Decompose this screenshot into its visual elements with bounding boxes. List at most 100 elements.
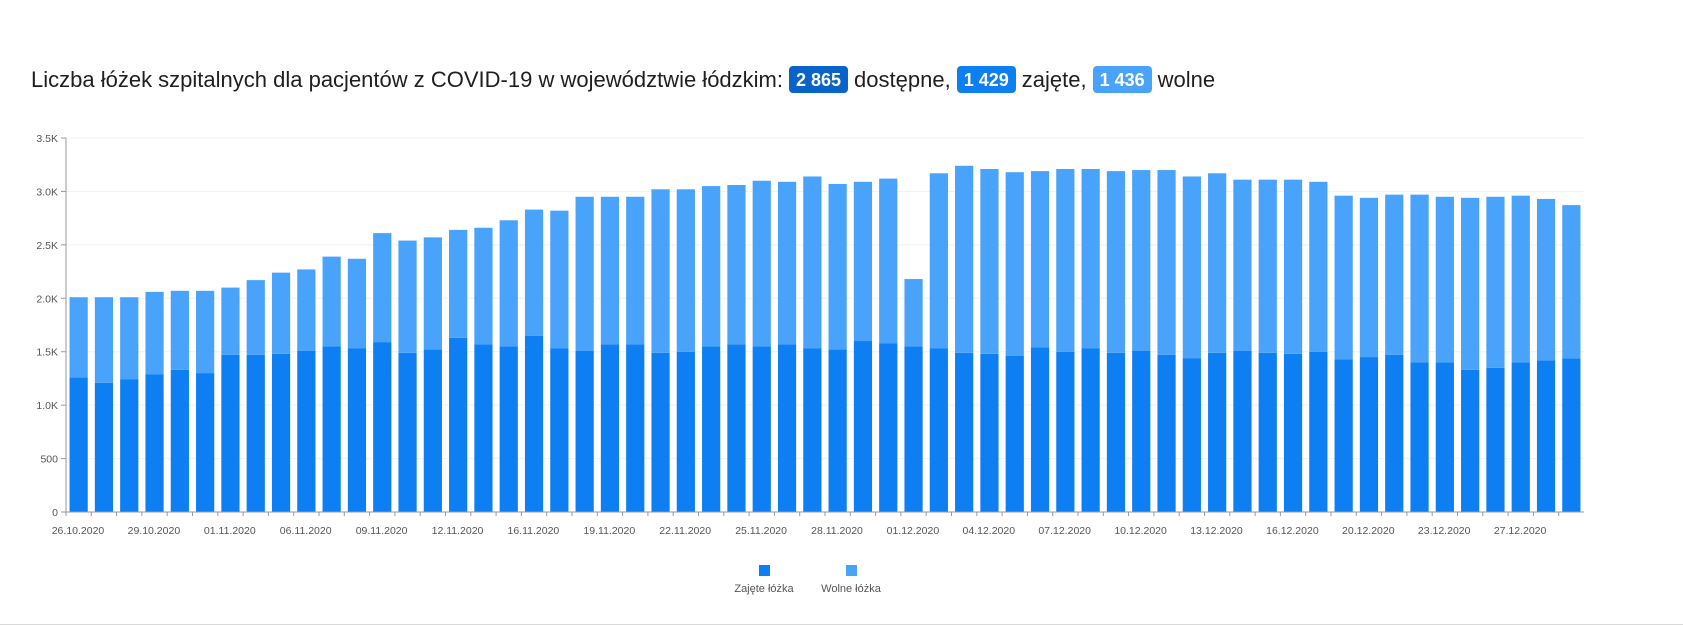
x-tick-label: 25.11.2020 <box>735 525 787 537</box>
bar-occupied <box>221 354 240 512</box>
bar-free <box>499 220 518 347</box>
bar-free <box>449 229 468 338</box>
bar-free <box>651 189 670 353</box>
y-tick-label: 3.5K <box>36 133 58 145</box>
bar-occupied <box>752 346 771 512</box>
bar-occupied <box>1283 353 1303 512</box>
bar-occupied <box>1208 352 1227 512</box>
bar-occupied <box>702 346 721 512</box>
bar-occupied <box>1233 350 1252 512</box>
bar-occupied <box>550 348 569 512</box>
bar-occupied <box>69 377 88 512</box>
bar-free <box>929 173 948 349</box>
x-tick-label: 10.12.2020 <box>1114 525 1167 537</box>
bar-free <box>879 178 898 344</box>
bar-occupied <box>1536 360 1556 512</box>
bar-free <box>297 269 316 351</box>
x-tick-label: 28.11.2020 <box>811 525 863 537</box>
bar-free <box>853 181 873 342</box>
bar-free <box>1208 173 1227 353</box>
legend-label-free: Wolne łóżka <box>821 583 881 595</box>
bar-free <box>980 168 999 354</box>
bar-occupied <box>297 350 316 512</box>
x-tick-label: 07.12.2020 <box>1038 525 1091 537</box>
page-divider <box>0 624 1683 625</box>
stacked-bar-chart: 0 500 1.0K 1.5K 2.0K 2.5K 3.0K 3.5K 26.10.2020 29… <box>36 133 1584 537</box>
x-tick-label: 27.12.2020 <box>1494 525 1547 537</box>
bar-free <box>1005 172 1024 356</box>
title-prefix: Liczba łóżek szpitalnych dla pacjentów z… <box>31 66 783 92</box>
free-label: wolne <box>1157 66 1216 92</box>
bar-free <box>1258 179 1277 353</box>
bar-free <box>373 233 392 343</box>
bar-free <box>1536 198 1556 361</box>
chart-legend: Zajęte łóżka Wolne łóżka <box>0 565 1683 605</box>
bar-free <box>347 258 367 349</box>
bar-occupied <box>955 352 974 512</box>
bar-occupied <box>626 344 645 512</box>
x-tick-label: 23.12.2020 <box>1418 525 1471 537</box>
bar-occupied <box>271 353 291 512</box>
bar-free <box>398 240 417 353</box>
bar-occupied <box>853 341 873 512</box>
bar-occupied <box>1258 352 1277 512</box>
bar-occupied <box>1030 347 1050 512</box>
bar-free <box>550 210 569 349</box>
bar-free <box>1334 195 1353 360</box>
bar-free <box>170 290 189 370</box>
bar-free <box>1182 176 1201 359</box>
bar-free <box>94 297 114 383</box>
x-tick-label: 16.11.2020 <box>508 525 560 537</box>
bar-free <box>1157 170 1176 355</box>
bar-free <box>1385 194 1404 355</box>
x-tick-label: 29.10.2020 <box>128 525 181 537</box>
bar-free <box>1030 171 1050 348</box>
bar-occupied <box>1334 359 1353 512</box>
bar-occupied <box>1309 351 1328 512</box>
bar-free <box>1562 205 1581 359</box>
bar-occupied <box>1056 351 1075 512</box>
bar-free <box>423 237 442 350</box>
bar-occupied <box>347 348 367 512</box>
bar-free <box>1283 179 1303 354</box>
bar-free <box>575 196 594 351</box>
y-tick-label: 0 <box>52 507 58 519</box>
bar-free <box>271 272 291 354</box>
y-tick-label: 2.0K <box>36 293 58 305</box>
bar-free <box>1056 168 1075 352</box>
bar-free <box>69 297 88 378</box>
bar-free <box>803 176 822 349</box>
bar-free <box>702 186 721 347</box>
bar-free <box>727 185 746 345</box>
bar-free <box>1410 194 1429 363</box>
x-tick-label: 13.12.2020 <box>1190 525 1243 537</box>
bar-free <box>1435 196 1454 363</box>
bar-occupied <box>196 373 215 512</box>
bar-occupied <box>499 346 518 512</box>
bar-occupied <box>1359 357 1379 512</box>
bar-free <box>120 297 139 380</box>
bar-free <box>752 180 771 347</box>
occupied-label: zajęte, <box>1021 66 1087 92</box>
available-badge: 2 865 <box>789 66 849 93</box>
bar-occupied <box>828 349 847 512</box>
bar-occupied <box>651 352 670 512</box>
legend-item-occupied[interactable]: Zajęte łóżka <box>728 565 800 595</box>
bar-occupied <box>904 346 923 512</box>
bar-occupied <box>423 349 442 512</box>
bar-free <box>1359 197 1379 358</box>
x-tick-label: 06.11.2020 <box>280 525 332 537</box>
bar-occupied <box>1182 358 1201 512</box>
bar-free <box>474 227 493 345</box>
bar-free <box>955 165 974 353</box>
bar-occupied <box>94 382 114 512</box>
y-tick-label: 3.0K <box>36 186 58 198</box>
bar-free <box>1309 181 1328 352</box>
bar-free <box>221 287 240 355</box>
bar-occupied <box>777 344 797 512</box>
x-tick-label: 01.11.2020 <box>204 525 256 537</box>
bar-occupied <box>1562 358 1581 512</box>
bar-occupied <box>879 343 898 512</box>
x-tick-label: 16.12.2020 <box>1266 525 1319 537</box>
legend-item-free[interactable]: Wolne łóżka <box>815 565 887 595</box>
